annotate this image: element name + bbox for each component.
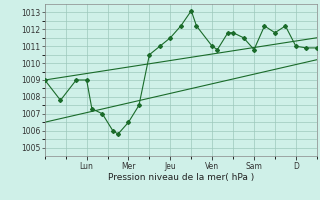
X-axis label: Pression niveau de la mer( hPa ): Pression niveau de la mer( hPa ) <box>108 173 254 182</box>
